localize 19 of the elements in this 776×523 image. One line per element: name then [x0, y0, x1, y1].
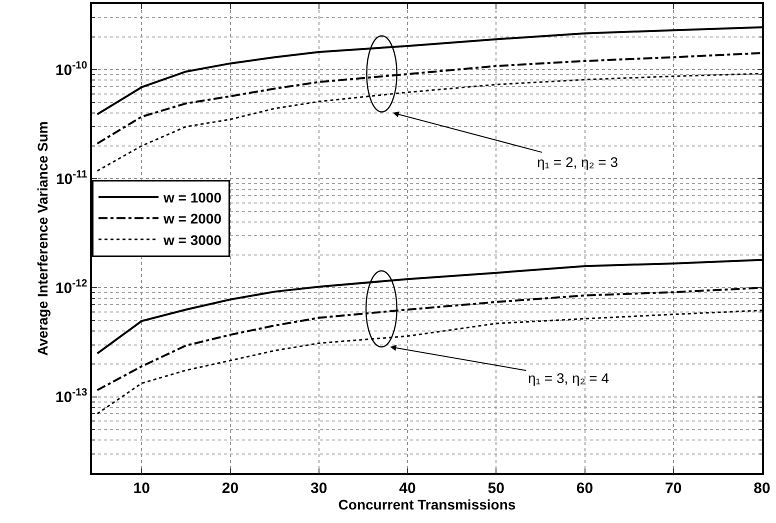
- x-axis-title: Concurrent Transmissions: [338, 496, 516, 513]
- legend-label: w = 2000: [162, 210, 222, 227]
- y-tick-label: 10$^{-13}$: [55, 386, 88, 406]
- x-tick-label: 40: [399, 480, 416, 497]
- legend-label: w = 3000: [162, 232, 222, 248]
- x-tick-label: 80: [754, 480, 770, 497]
- x-tick-label: 30: [310, 480, 328, 497]
- x-tick-label: 60: [576, 480, 594, 497]
- y-axis-title: Average Interference Variance Sum: [34, 121, 50, 356]
- y-tick-label: 10$^{-10}$: [55, 60, 88, 79]
- x-tick-label: 50: [488, 480, 504, 497]
- x-tick-label: 20: [222, 480, 239, 497]
- y-tick-label: 10$^{-12}$: [55, 278, 88, 297]
- y-tick-label: 10$^{-11}$: [56, 168, 88, 188]
- x-tick-label: 70: [665, 480, 682, 497]
- annotation: η₁ = 2, η₂ = 3: [537, 154, 618, 170]
- legend-label: w = 1000: [162, 189, 222, 206]
- annotation: η₁ = 3, η₂ = 4: [528, 370, 610, 386]
- x-tick-label: 10: [133, 480, 150, 497]
